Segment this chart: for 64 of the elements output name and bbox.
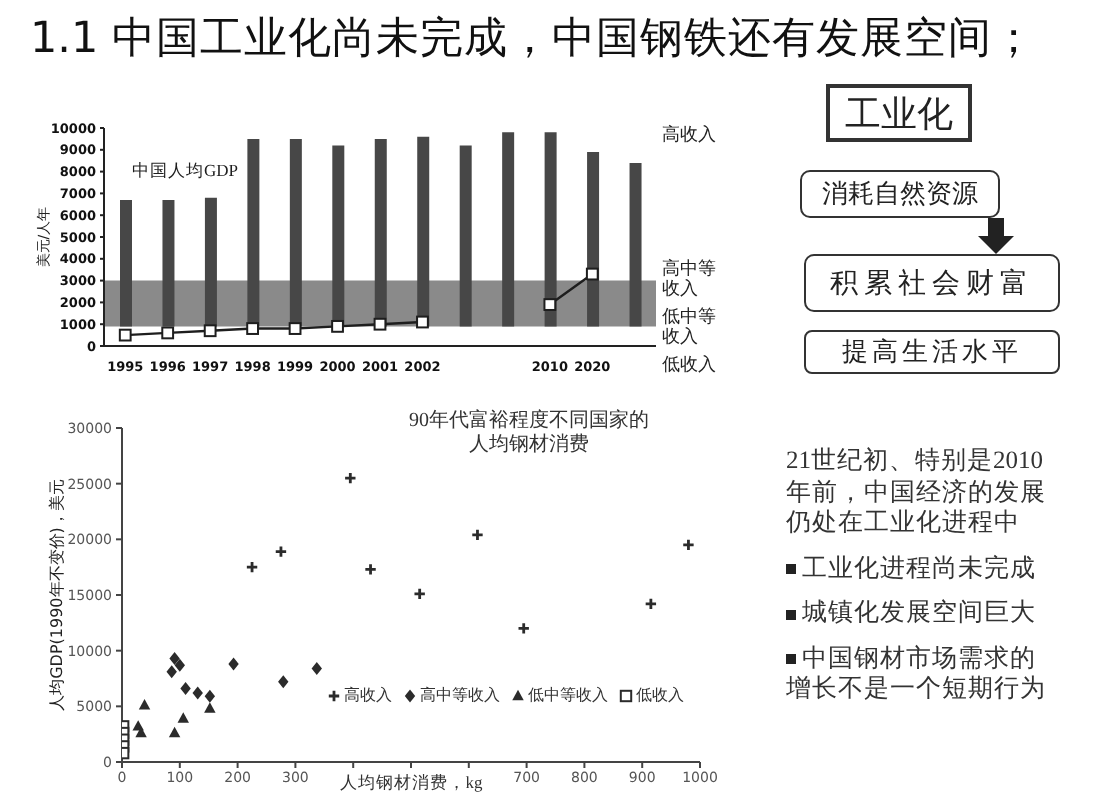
point (543, 298, 557, 311)
point (168, 726, 181, 738)
bar (502, 132, 515, 327)
point (204, 689, 216, 703)
bar (459, 145, 472, 327)
bar (587, 151, 600, 327)
text: 中国钢材市场需求的增长不是一个短期行为 (786, 643, 1048, 705)
point (138, 698, 151, 710)
bar (374, 138, 387, 327)
point (311, 661, 322, 675)
point (331, 319, 344, 333)
point (681, 538, 696, 552)
point (585, 267, 599, 281)
bar (162, 199, 175, 327)
bar (120, 199, 132, 327)
point (204, 702, 216, 713)
point (288, 322, 302, 335)
y-axis-title: 人均GDP(1990年不变价)，美元 (47, 479, 65, 711)
point (177, 712, 189, 723)
point (517, 621, 531, 635)
text: 21世纪初、特别是2010年前，中国经济的发展仍处在工业化进程中 (786, 446, 1048, 539)
point (174, 658, 185, 672)
point (470, 528, 485, 542)
point (274, 544, 288, 559)
bar (544, 132, 557, 327)
text: 低中等收入 (662, 306, 718, 346)
point (228, 657, 239, 671)
point (246, 322, 260, 335)
text: 提高生活水平 (842, 334, 1022, 370)
point (363, 562, 378, 576)
point (245, 560, 259, 574)
point (166, 665, 177, 679)
legend-label: 低中等收入 (528, 686, 608, 706)
text: 消耗自然资源 (822, 176, 978, 212)
chart-title: 1.1 中国工业化尚未完成，中国钢铁还有发展空间； (30, 14, 1037, 66)
text: 高收入 (662, 124, 718, 144)
text: 低收入 (662, 354, 718, 374)
point (118, 328, 132, 342)
point (373, 317, 387, 331)
point (203, 324, 217, 338)
bar (629, 162, 642, 327)
text: 工业化 (845, 91, 953, 137)
bar (289, 138, 302, 327)
chart-title: 90年代富裕程度不同国家的人均钢材消费 (407, 410, 651, 458)
bar (204, 197, 217, 327)
point (644, 597, 658, 611)
text: 积累社会财富 (830, 266, 1034, 301)
legend-label: 高中等收入 (420, 686, 500, 706)
point (161, 326, 175, 340)
point (278, 675, 289, 689)
bar (247, 138, 260, 327)
point (343, 471, 357, 485)
point (192, 686, 203, 700)
text: 工业化进程尚未完成 (800, 553, 1038, 584)
point (413, 587, 427, 601)
text: 城镇化发展空间巨大 (800, 598, 1038, 629)
text: 高中等收入 (662, 258, 718, 298)
point (169, 651, 180, 665)
legend-label: 低收入 (636, 686, 684, 706)
legend-label: 高收入 (344, 686, 392, 706)
point (180, 682, 191, 696)
x-axis-title: 人均钢材消费，kg (339, 772, 483, 792)
point (416, 315, 429, 329)
text: 中国人均GDP (132, 160, 239, 180)
